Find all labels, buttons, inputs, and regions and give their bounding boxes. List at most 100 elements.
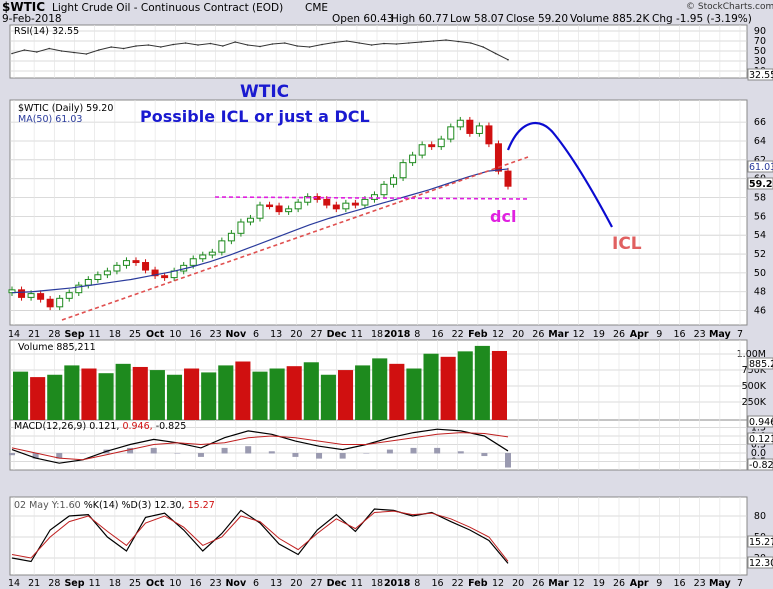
x-tick-label: May: [709, 578, 732, 589]
x-tick-label: Mar: [548, 329, 569, 340]
rsi-point: [60, 50, 63, 52]
x-tick-label: 18: [371, 578, 383, 589]
macd-histogram-bar: [457, 451, 464, 454]
candle-body: [103, 270, 111, 276]
x-tick-label: 6: [253, 578, 259, 589]
rsi-point: [383, 42, 385, 45]
candle-body: [351, 202, 359, 206]
rsi-point: [494, 52, 497, 55]
macd-histogram-bar: [505, 453, 511, 468]
macd-histogram-bar: [9, 453, 15, 456]
candle-body: [151, 269, 159, 277]
candles-layer: [8, 116, 512, 311]
volume-bar: [286, 366, 302, 420]
stochastic-k-value: 12.30,: [154, 500, 184, 511]
x-tick-label: 11: [89, 329, 101, 340]
rsi-point: [259, 45, 261, 48]
x-tick-label: 28: [48, 329, 60, 340]
volume-tick-label: 500K: [742, 381, 767, 392]
volume-bar: [372, 358, 388, 420]
macd-value: 0.121,: [89, 421, 119, 432]
volume-bar: [64, 365, 80, 420]
candle-body: [342, 202, 350, 210]
stochastic-label: 02 May Y:1.60 %K(14) %D(3) 12.30, 15.27: [14, 500, 215, 511]
rsi-point: [432, 40, 435, 42]
candle-body: [294, 201, 302, 210]
price-tick-label: 58: [754, 193, 766, 204]
x-axis-price: 14 21 28 Sep 11 18 25 Oct 10 16 23 Nov 6 13 20 27 Dec 11 1…: [8, 329, 743, 340]
volume-bar: [303, 362, 319, 420]
x-tick-label: 20: [290, 578, 302, 589]
x-tick-label: 23: [694, 329, 706, 340]
x-tick-label: Nov: [225, 329, 246, 340]
candle-body: [304, 196, 312, 203]
volume-bar: [81, 368, 97, 420]
rsi-label: RSI(14) 32.55: [14, 26, 79, 37]
candle-body: [122, 260, 130, 266]
macd-value-tag: 0.121: [749, 434, 773, 445]
trendline: [61, 156, 529, 321]
x-tick-label: 7: [737, 329, 743, 340]
macd-layer: [9, 428, 511, 468]
x-tick-label: 26: [613, 578, 625, 589]
rsi-point: [222, 45, 224, 47]
rsi-point: [370, 44, 373, 46]
rsi-point: [358, 42, 361, 44]
macd-histogram-bar: [127, 447, 134, 454]
volume-bar: [457, 351, 473, 420]
volume-tick-label: 750K: [742, 365, 767, 376]
candle-body: [37, 293, 45, 300]
low-label: Low 58.07: [450, 13, 504, 25]
candle-body: [475, 125, 483, 134]
stochastic-layer: [11, 508, 509, 564]
x-tick-label: Sep: [64, 578, 84, 589]
last-price-tag: 59.20: [749, 179, 773, 190]
volume-bar: [337, 370, 354, 420]
x-tick-label: Apr: [630, 329, 649, 340]
rsi-point: [346, 40, 348, 42]
stochastic-d-line: [11, 510, 509, 562]
x-tick-label: 6: [253, 329, 259, 340]
ma-layer: [11, 168, 509, 294]
rsi-point: [271, 43, 274, 45]
rsi-point: [333, 41, 336, 44]
macd-histogram-bar: [410, 447, 417, 454]
rsi-tick-label: 70: [754, 36, 766, 47]
candle-body: [266, 204, 274, 208]
x-tick-label: 2018: [384, 578, 411, 589]
candle-body: [437, 138, 445, 148]
macd-hist-value: -0.825: [156, 421, 187, 432]
macd-label-prefix: MACD(12,26,9): [14, 421, 86, 432]
rsi-point: [321, 43, 323, 46]
candle-body: [56, 297, 64, 308]
candle-body: [380, 183, 388, 196]
candle-body: [237, 221, 245, 234]
volume-bar: [149, 370, 165, 420]
x-tick-label: 25: [129, 329, 141, 340]
candle-body: [485, 125, 493, 145]
rsi-point: [197, 44, 199, 46]
x-tick-label: 12: [573, 329, 585, 340]
rsi-point: [408, 42, 410, 44]
x-tick-label: Nov: [225, 578, 246, 589]
volume-label: Volume 885,211: [18, 342, 96, 353]
rsi-point: [482, 46, 485, 48]
volume-bar: [440, 356, 456, 420]
volume-bar: [252, 371, 268, 420]
x-tick-label: 2018: [384, 329, 411, 340]
x-tick-label: Sep: [64, 329, 84, 340]
candle-body: [227, 232, 235, 242]
symbol-label: $WTIC: [2, 0, 45, 14]
macd-signal-line: [11, 432, 509, 461]
macd-histogram-bar: [221, 447, 228, 454]
rsi-point: [308, 46, 311, 48]
candle-body: [428, 144, 436, 148]
x-tick-label: 12: [492, 329, 504, 340]
x-tick-label: 12: [573, 578, 585, 589]
watermark: © StockCharts.com: [686, 2, 773, 12]
rsi-point: [122, 47, 125, 50]
x-tick-label: 7: [737, 578, 743, 589]
candle-body: [18, 289, 26, 298]
